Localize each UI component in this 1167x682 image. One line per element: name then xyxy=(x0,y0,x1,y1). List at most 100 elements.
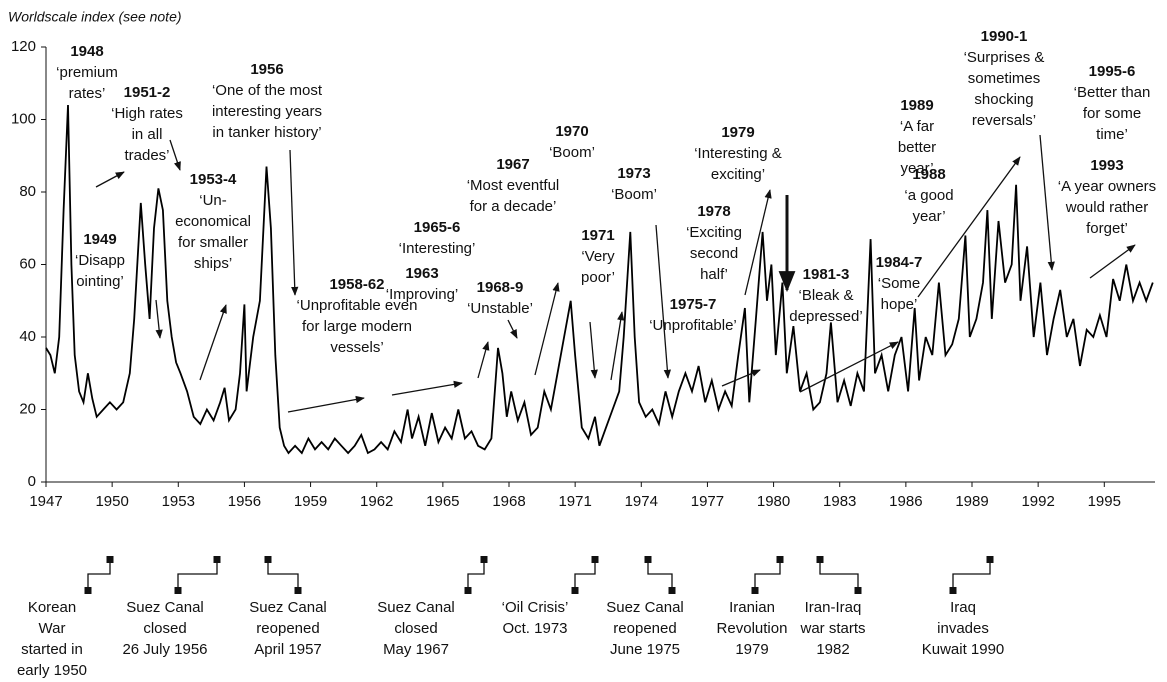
annotation-text: ‘Exciting xyxy=(686,224,742,241)
event-text: Iran-Iraq xyxy=(805,599,862,616)
event-text: closed xyxy=(143,620,186,637)
event-text: April 1957 xyxy=(254,641,322,658)
event-marker xyxy=(591,556,599,563)
annotation-year: 1979 xyxy=(721,124,754,141)
annotation-year: 1981-3 xyxy=(803,266,850,283)
annotation-text: sometimes xyxy=(968,70,1041,87)
annotation-text: forget’ xyxy=(1086,220,1128,237)
annotation-text: for large modern xyxy=(302,318,412,335)
x-tick-label: 1968 xyxy=(492,493,525,510)
arrow xyxy=(655,224,671,379)
x-tick-label: 1950 xyxy=(95,493,128,510)
annotation-text: ‘Most eventful xyxy=(467,177,560,194)
annotation-text: ‘premium xyxy=(56,64,118,81)
annotation-text: ‘One of the most xyxy=(212,82,323,99)
y-tick-label: 60 xyxy=(19,255,36,272)
arrow xyxy=(199,304,227,381)
annotation-year: 1971 xyxy=(581,227,614,244)
event-text: ‘Oil Crisis’ xyxy=(502,599,569,616)
annotation-text: for some xyxy=(1083,105,1141,122)
annotation-text: depressed’ xyxy=(789,308,862,325)
event-connector xyxy=(177,560,218,590)
x-tick-label: 1989 xyxy=(955,493,988,510)
x-tick-label: 1986 xyxy=(889,493,922,510)
annotation-text: vessels’ xyxy=(330,339,383,356)
event-text: war starts xyxy=(799,620,865,637)
annotation-year: 1958-62 xyxy=(329,276,384,293)
annotation-text: ‘Better than xyxy=(1074,84,1151,101)
annotation-year: 1963 xyxy=(405,265,438,282)
arrow xyxy=(477,341,490,379)
annotation-year: 1949 xyxy=(83,231,116,248)
annotation-text: poor’ xyxy=(581,269,615,286)
annotation-year: 1965-6 xyxy=(414,219,461,236)
event-text: June 1975 xyxy=(610,641,680,658)
annotation-year: 1993 xyxy=(1090,157,1123,174)
event-text: May 1967 xyxy=(383,641,449,658)
event-connector xyxy=(754,560,781,590)
annotation-text: ‘High rates xyxy=(111,105,183,122)
annotation-text: ‘Improving’ xyxy=(386,286,459,303)
event-text: Revolution xyxy=(717,620,788,637)
annotation-year: 1984-7 xyxy=(876,254,923,271)
annotation-text: reversals’ xyxy=(972,112,1036,129)
x-tick-label: 1977 xyxy=(691,493,724,510)
arrow xyxy=(507,319,518,339)
annotation-text: for smaller xyxy=(178,234,248,251)
annotation-year: 1970 xyxy=(555,123,588,140)
y-tick-label: 20 xyxy=(19,400,36,417)
x-tick-label: 1965 xyxy=(426,493,459,510)
annotation-text: would rather xyxy=(1065,199,1149,216)
arrow xyxy=(799,341,899,393)
annotation-year: 1995-6 xyxy=(1089,63,1136,80)
annotation-year: 1951-2 xyxy=(124,84,171,101)
annotation-text: rates’ xyxy=(69,85,106,102)
arrow xyxy=(917,156,1021,298)
event-connector xyxy=(647,560,673,590)
event-text: Iranian xyxy=(729,599,775,616)
annotation-text: second xyxy=(690,245,738,262)
x-tick-label: 1953 xyxy=(162,493,195,510)
arrow xyxy=(589,321,598,379)
event-connector xyxy=(267,560,299,590)
annotation-text: shocking xyxy=(974,91,1033,108)
annotation-text: ‘A far xyxy=(900,118,934,135)
annotation-text: ‘Unstable’ xyxy=(467,300,533,317)
annotation-text: ‘Unprofitable even xyxy=(297,297,418,314)
event-marker xyxy=(949,587,957,594)
y-axis-label: Worldscale index (see note) xyxy=(8,9,182,25)
x-tick-label: 1962 xyxy=(360,493,393,510)
event-text: closed xyxy=(394,620,437,637)
annotation-text: ‘Unprofitable’ xyxy=(649,317,737,334)
arrow xyxy=(610,311,625,381)
annotation-text: in all xyxy=(132,126,163,143)
data-line xyxy=(45,104,1154,455)
event-connector xyxy=(87,560,111,590)
annotation-text: better xyxy=(898,139,936,156)
event-text: 1982 xyxy=(816,641,849,658)
event-marker xyxy=(776,556,784,563)
annotation-text: ‘Interesting & xyxy=(694,145,782,162)
annotation-text: ‘Surprises & xyxy=(964,49,1045,66)
annotation-text: year’ xyxy=(912,208,945,225)
x-tick-label: 1995 xyxy=(1088,493,1121,510)
y-tick-label: 80 xyxy=(19,183,36,200)
event-text: Suez Canal xyxy=(249,599,327,616)
x-tick-label: 1980 xyxy=(757,493,790,510)
event-marker xyxy=(751,587,759,594)
annotation-year: 1988 xyxy=(912,166,945,183)
event-text: 1979 xyxy=(735,641,768,658)
annotation-year: 1973 xyxy=(617,165,650,182)
annotation-year: 1975-7 xyxy=(670,296,717,313)
event-marker xyxy=(213,556,221,563)
annotation-text: ‘Very xyxy=(581,248,615,265)
annotation-year: 1978 xyxy=(697,203,730,220)
x-tick-label: 1956 xyxy=(228,493,261,510)
annotation-text: ‘Un- xyxy=(199,192,227,209)
annotation-year: 1990-1 xyxy=(981,28,1028,45)
event-text: War xyxy=(39,620,66,637)
x-tick-label: 1947 xyxy=(29,493,62,510)
event-marker xyxy=(106,556,114,563)
annotation-text: year’ xyxy=(900,160,933,177)
